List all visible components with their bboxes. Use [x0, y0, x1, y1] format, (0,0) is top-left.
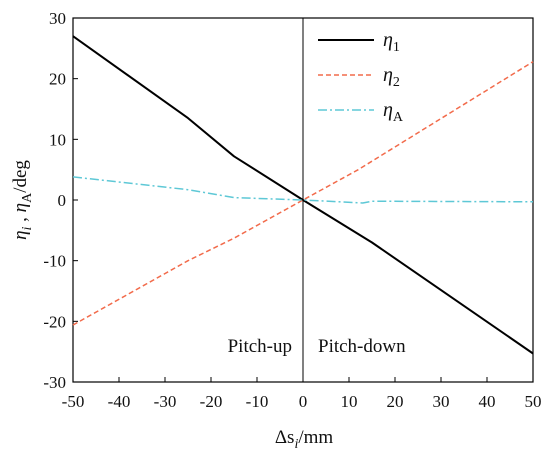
x-tick-label: 20	[387, 392, 404, 411]
x-tick-label: -40	[108, 392, 131, 411]
y-axis-title-eta-i: η	[10, 230, 31, 239]
y-tick-label: -10	[43, 252, 66, 271]
legend-label-2: η2	[383, 64, 400, 90]
x-tick-label: 30	[433, 392, 450, 411]
y-axis-title-unit: /deg	[10, 160, 31, 193]
series-line-1	[72, 35, 534, 355]
y-axis-title-sub-a: A	[20, 192, 35, 203]
series-line-3	[72, 176, 534, 204]
y-axis-title-separator: ,	[10, 212, 31, 226]
y-axis-title-eta-a: η	[10, 203, 31, 212]
y-tick-label: -30	[43, 373, 66, 392]
y-tick-label: 10	[49, 130, 66, 149]
x-tick-label: 10	[341, 392, 358, 411]
y-axis-title-sub-i: i	[20, 226, 35, 230]
x-axis-title-sub: i	[294, 437, 298, 452]
x-tick-label: -50	[62, 392, 85, 411]
x-axis-title-unit: /mm	[298, 427, 333, 448]
y-tick-label: 30	[49, 9, 66, 28]
x-tick-label: 0	[299, 392, 308, 411]
legend: η1 η2 ηA	[318, 29, 404, 125]
x-tick-label: -20	[200, 392, 223, 411]
y-tick-label: -20	[43, 312, 66, 331]
x-tick-label: 40	[479, 392, 496, 411]
region-label-left: Pitch-up	[228, 336, 292, 357]
y-tick-label: 0	[58, 191, 67, 210]
y-tick-label: 20	[49, 70, 66, 89]
legend-label-3: ηA	[383, 99, 404, 125]
axis-ticks: -50 -40 -30 -20 -10 0 10 20 30 40 50 30 20 10 0 -10 -20 -…	[43, 9, 541, 411]
x-tick-label: -10	[246, 392, 269, 411]
x-tick-label: 50	[525, 392, 542, 411]
series-lines	[72, 35, 534, 355]
x-axis-title: Δsi/mm	[275, 427, 334, 452]
y-axis-title: ηi , ηA/deg	[10, 160, 35, 240]
legend-label-1: η1	[383, 29, 400, 55]
x-axis-title-main: Δs	[275, 427, 295, 448]
region-label-right: Pitch-down	[318, 336, 406, 357]
x-tick-label: -30	[154, 392, 177, 411]
